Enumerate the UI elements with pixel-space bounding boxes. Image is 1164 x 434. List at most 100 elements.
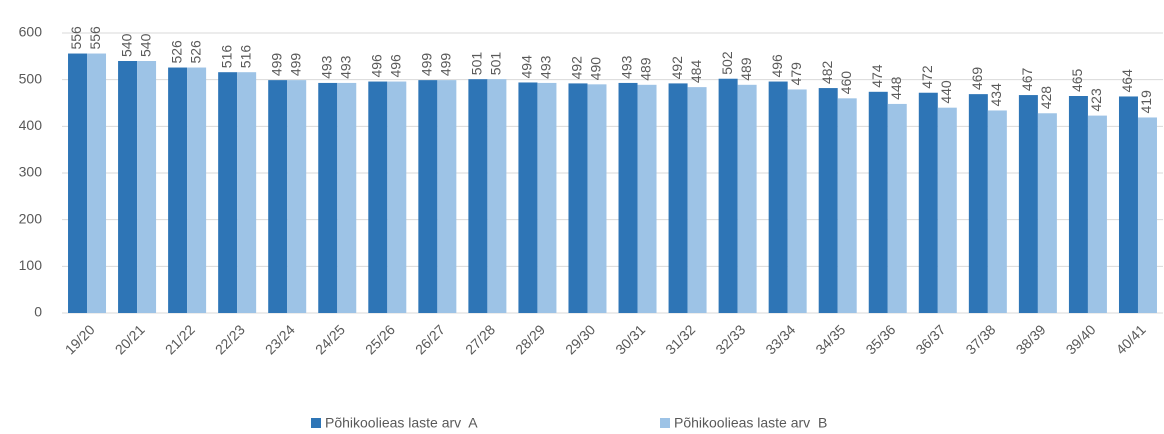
value-label: 493 <box>337 55 353 79</box>
bar <box>287 80 307 313</box>
y-tick-label: 500 <box>19 70 43 86</box>
x-tick-label: 27/28 <box>462 321 498 357</box>
y-tick-label: 400 <box>19 117 43 133</box>
legend-label: Põhikoolieas laste arv A <box>325 415 478 431</box>
value-label: 484 <box>688 60 704 84</box>
value-label: 496 <box>387 54 403 78</box>
x-tick-label: 22/23 <box>212 321 248 357</box>
bar <box>68 53 88 314</box>
value-label: 472 <box>919 65 935 89</box>
bar <box>887 103 907 313</box>
bar <box>1018 95 1038 313</box>
bar <box>837 98 857 313</box>
value-label: 556 <box>87 26 103 50</box>
x-tick-label: 39/40 <box>1063 321 1099 357</box>
value-label: 540 <box>137 33 153 57</box>
value-label: 464 <box>1119 69 1135 93</box>
bar <box>668 83 688 314</box>
legend-swatch <box>660 418 670 428</box>
value-label: 493 <box>538 55 554 79</box>
bar <box>818 88 838 313</box>
value-label: 448 <box>888 76 904 100</box>
value-label: 469 <box>969 67 985 91</box>
x-tick-label: 29/30 <box>562 321 598 357</box>
value-label: 465 <box>1069 68 1085 92</box>
bar <box>237 72 257 313</box>
bar <box>268 80 288 313</box>
x-tick-label: 19/20 <box>62 321 98 357</box>
value-label: 526 <box>187 40 203 64</box>
bar <box>368 81 388 314</box>
value-label: 516 <box>237 45 253 69</box>
value-label: 474 <box>869 64 885 88</box>
value-label: 526 <box>168 40 184 64</box>
bar <box>1137 117 1157 313</box>
x-tick-label: 30/31 <box>612 321 648 357</box>
x-tick-label: 28/29 <box>512 321 548 357</box>
bar <box>718 78 738 313</box>
y-tick-label: 200 <box>19 210 43 226</box>
x-tick-label: 23/24 <box>262 321 298 357</box>
x-tick-label: 20/21 <box>112 321 148 357</box>
x-tick-label: 38/39 <box>1013 321 1049 357</box>
value-label: 460 <box>838 71 854 95</box>
value-label: 492 <box>669 56 685 80</box>
x-tick-label: 31/32 <box>662 321 698 357</box>
value-label: 440 <box>938 80 954 104</box>
bar <box>537 82 557 313</box>
x-tick-label: 34/35 <box>812 321 848 357</box>
value-label: 501 <box>488 52 504 76</box>
legend-swatch <box>311 418 321 428</box>
value-label: 428 <box>1038 86 1054 110</box>
value-label: 492 <box>569 56 585 80</box>
bar <box>968 94 988 313</box>
value-label: 494 <box>519 55 535 79</box>
value-label: 489 <box>638 57 654 81</box>
bar <box>487 79 507 313</box>
bar <box>387 81 407 314</box>
y-tick-label: 100 <box>19 257 43 273</box>
x-tick-label: 26/27 <box>412 321 448 357</box>
value-label: 493 <box>318 55 334 79</box>
bar <box>918 92 938 313</box>
value-label: 499 <box>419 53 435 77</box>
legend-label: Põhikoolieas laste arv B <box>674 415 827 431</box>
value-label: 493 <box>619 55 635 79</box>
value-label: 467 <box>1019 67 1035 91</box>
value-label: 501 <box>469 52 485 76</box>
value-label: 482 <box>819 60 835 84</box>
bar <box>568 83 588 314</box>
value-label: 540 <box>118 33 134 57</box>
bar <box>418 80 438 313</box>
y-tick-label: 0 <box>34 304 42 320</box>
bar <box>187 67 207 314</box>
bar <box>637 84 657 313</box>
bar <box>937 107 957 314</box>
value-label: 556 <box>68 26 84 50</box>
value-label: 490 <box>588 57 604 81</box>
x-tick-label: 35/36 <box>862 321 898 357</box>
x-tick-label: 21/22 <box>162 321 198 357</box>
value-label: 499 <box>268 53 284 77</box>
x-tick-label: 32/33 <box>712 321 748 357</box>
bar <box>87 53 107 314</box>
x-tick-label: 25/26 <box>362 321 398 357</box>
bar <box>618 82 638 313</box>
y-tick-label: 600 <box>19 24 43 40</box>
bar <box>318 82 338 313</box>
bar <box>687 87 707 313</box>
bar <box>1037 113 1057 314</box>
bar <box>1118 96 1138 313</box>
value-label: 499 <box>287 53 303 77</box>
bar <box>1068 96 1088 313</box>
value-label: 423 <box>1088 88 1104 112</box>
bar <box>518 82 538 313</box>
bar <box>868 91 888 313</box>
bar <box>468 79 488 313</box>
bar <box>787 89 807 313</box>
value-label: 516 <box>218 45 234 69</box>
bar <box>118 61 138 313</box>
value-label: 489 <box>738 57 754 81</box>
x-tick-label: 36/37 <box>912 321 948 357</box>
